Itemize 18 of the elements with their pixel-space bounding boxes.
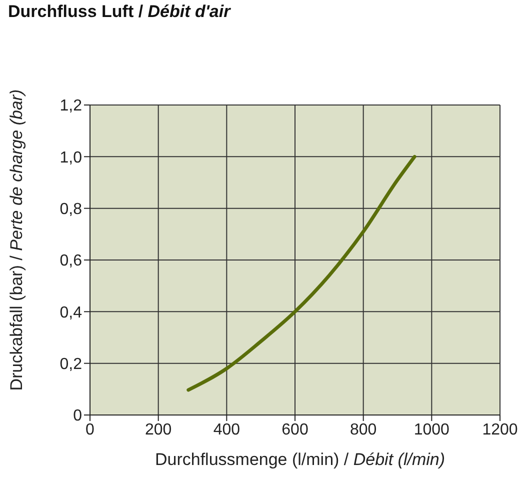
line-series: [186, 154, 416, 392]
y-tick-label: 0,8: [60, 201, 82, 218]
x-tick-label: 0: [86, 421, 95, 438]
x-tick-label: 1200: [482, 421, 518, 438]
y-tick-label: 0,2: [60, 356, 82, 374]
y-tick-label: 0,6: [60, 252, 82, 270]
y-axis-title: Druckabfall (bar) / Perte de charge (bar): [7, 89, 26, 391]
x-tick-label: 600: [282, 421, 308, 438]
x-axis-title: Durchflussmenge (l/min) / Débit (l/min): [154, 450, 446, 469]
y-tick-label: 1,2: [60, 98, 82, 115]
y-tick-label: 0: [73, 408, 82, 425]
x-tick-label: 200: [144, 421, 172, 438]
chart-title: Durchfluss Luft / Débit d'air: [8, 2, 230, 22]
x-tick-label: 400: [213, 421, 240, 438]
x-tick-label: 1000: [414, 421, 450, 438]
y-tick-label: 1,0: [60, 149, 82, 166]
y-tick-label: 0,4: [60, 304, 82, 322]
x-tick-label: 800: [350, 421, 377, 438]
